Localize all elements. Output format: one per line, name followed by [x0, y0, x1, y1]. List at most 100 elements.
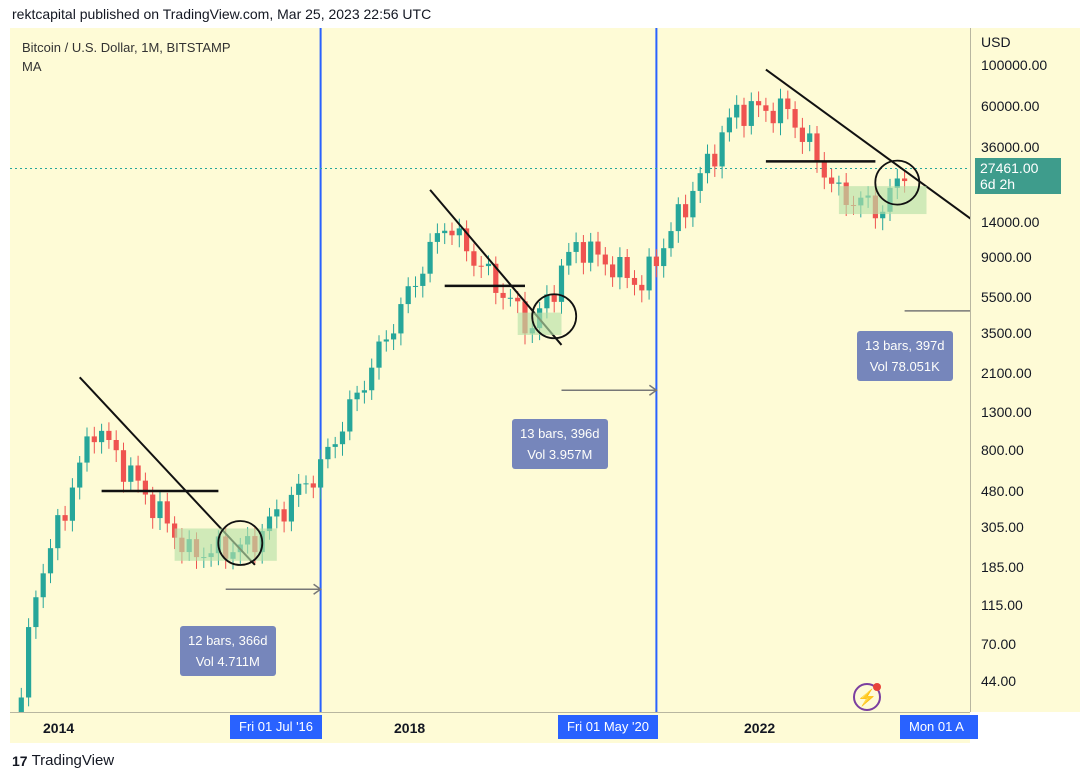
- candle-body: [814, 133, 820, 162]
- breakout-circle-3: [874, 159, 921, 206]
- candle-body: [617, 257, 623, 278]
- candle-body: [449, 230, 455, 236]
- vline-label-2: Fri 01 May '20: [558, 715, 658, 739]
- candle-body: [690, 190, 696, 218]
- candle-body: [829, 177, 835, 184]
- symbol-title: Bitcoin / U.S. Dollar, 1M, BITSTAMP: [22, 40, 231, 55]
- candle-body: [427, 241, 433, 274]
- candle-body: [347, 399, 353, 432]
- candle-body: [434, 233, 440, 242]
- candle-body: [99, 430, 105, 443]
- candle-body: [653, 256, 659, 267]
- candle-body: [274, 509, 280, 517]
- candle-body: [756, 101, 762, 106]
- candle-body: [383, 339, 389, 342]
- indicator-label: MA: [22, 59, 42, 74]
- candle-body: [91, 436, 97, 443]
- year-tick-2014: 2014: [43, 720, 75, 736]
- measure-bars: 13 bars, 397d: [865, 338, 945, 353]
- price-tick: 44.00: [981, 673, 1017, 690]
- price-tick: 2100.00: [981, 365, 1032, 382]
- candle-body: [456, 228, 462, 236]
- candle-body: [339, 431, 346, 445]
- candle-body: [668, 231, 674, 249]
- candle-body: [40, 573, 46, 598]
- notification-dot: [873, 683, 881, 691]
- price-tick: 5500.00: [981, 288, 1032, 305]
- footer-brand: TradingView: [31, 752, 115, 769]
- candle-body: [325, 446, 331, 460]
- candle-body: [150, 494, 156, 519]
- candle-body: [135, 465, 141, 481]
- candle-body: [624, 257, 630, 278]
- measure-bars: 12 bars, 366d: [188, 633, 268, 648]
- candle-body: [748, 101, 754, 126]
- candle-body: [354, 392, 360, 400]
- candle-body: [580, 242, 586, 263]
- current-price-tag: 27461.00 6d 2h: [975, 158, 1061, 194]
- accumulation-zone-2: [517, 312, 562, 335]
- price-tick: 1300.00: [981, 403, 1032, 420]
- candle-body: [106, 430, 112, 441]
- candle-body: [741, 104, 747, 126]
- candle-body: [376, 341, 382, 368]
- candle-body: [704, 153, 711, 174]
- price-tick: 14000.00: [981, 214, 1040, 231]
- candle-body: [566, 251, 572, 266]
- candle-body: [697, 173, 703, 191]
- candle-body: [281, 509, 287, 522]
- price-tick: 3500.00: [981, 324, 1032, 341]
- price-tick: 70.00: [981, 636, 1017, 653]
- chart-legend: Bitcoin / U.S. Dollar, 1M, BITSTAMP MA: [22, 38, 231, 76]
- price-axis[interactable]: USD 100000.00 60000.00 36000.00 14000.00 900…: [970, 28, 1080, 712]
- breakout-circle-1: [217, 520, 264, 566]
- price-tick: 36000.00: [981, 138, 1040, 155]
- measure-box-1[interactable]: 12 bars, 366d Vol 4.711M: [180, 626, 276, 676]
- candle-body: [719, 132, 725, 167]
- candle-body: [661, 248, 667, 267]
- measure-vol: Vol 78.051K: [869, 359, 940, 374]
- candle-body: [777, 98, 784, 124]
- candle-body: [807, 133, 813, 142]
- candle-body: [142, 480, 148, 495]
- candle-body: [507, 297, 513, 299]
- candle-body: [318, 459, 324, 488]
- candle-body: [836, 182, 842, 184]
- candle-body: [558, 265, 565, 302]
- price-tick: 60000.00: [981, 98, 1040, 115]
- candle-body: [361, 390, 367, 393]
- candle-body: [55, 515, 61, 549]
- candle-body: [544, 294, 550, 309]
- measure-box-2[interactable]: 13 bars, 396d Vol 3.957M: [512, 419, 608, 469]
- candle-body: [464, 228, 470, 252]
- measure-bars: 13 bars, 396d: [520, 426, 600, 441]
- candle-body: [551, 294, 557, 302]
- publish-header: rektcapital published on TradingView.com…: [12, 6, 432, 22]
- candle-body: [799, 127, 805, 142]
- candle-body: [442, 230, 448, 234]
- candle-body: [120, 450, 127, 482]
- chart-area[interactable]: Bitcoin / U.S. Dollar, 1M, BITSTAMP MA 1…: [10, 28, 970, 712]
- price-tick: 185.00: [981, 559, 1024, 575]
- price-tick: 9000.00: [981, 249, 1032, 266]
- lightning-bolt-icon[interactable]: ⚡: [853, 683, 881, 711]
- candle-body: [894, 178, 900, 188]
- candle-body: [69, 487, 75, 521]
- measure-box-3[interactable]: 13 bars, 397d Vol 78.051K: [857, 331, 953, 381]
- candle-body: [712, 153, 718, 167]
- candle-body: [485, 263, 492, 267]
- candle-body: [296, 483, 302, 495]
- candle-body: [398, 304, 404, 334]
- candle-body: [412, 285, 419, 287]
- candle-body: [471, 251, 477, 266]
- candle-body: [734, 104, 740, 118]
- candle-body: [157, 501, 163, 519]
- candle-body: [821, 161, 827, 178]
- candle-body: [631, 277, 638, 285]
- candle-body: [493, 263, 499, 293]
- time-axis[interactable]: 2014 2018 2022 Fri 01 Jul '16 Fri 01 May…: [10, 712, 978, 743]
- candle-body: [675, 204, 681, 232]
- chart-svg: [10, 28, 970, 712]
- candle-body: [763, 105, 769, 111]
- vline-label-1: Fri 01 Jul '16: [230, 715, 323, 739]
